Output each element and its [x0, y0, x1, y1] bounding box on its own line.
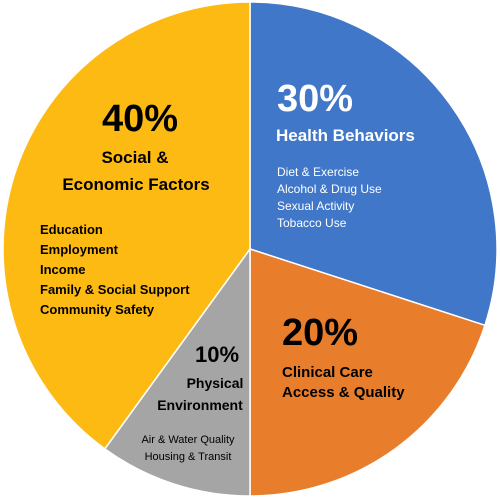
physical-environment-item: Air & Water Quality [141, 434, 235, 446]
health-behaviors-item: Sexual Activity [277, 199, 354, 213]
social-economic-title-line: Social & [101, 148, 168, 167]
health-behaviors-labels: 30% Health Behaviors Diet & Exercise Alc… [276, 78, 415, 230]
social-economic-title-line: Economic Factors [62, 175, 209, 194]
social-economic-item: Income [40, 262, 86, 277]
physical-environment-title-line: Environment [157, 397, 243, 413]
social-economic-item: Family & Social Support [40, 282, 190, 297]
pie-slice-social-economic-factors [2, 1, 251, 450]
physical-environment-labels: 10% Physical Environment Air & Water Qua… [141, 342, 243, 463]
health-behaviors-item: Diet & Exercise [277, 165, 359, 179]
social-economic-percent: 40% [102, 98, 178, 140]
health-behaviors-title: Health Behaviors [276, 126, 415, 145]
health-behaviors-percent: 30% [277, 78, 353, 120]
health-behaviors-item: Alcohol & Drug Use [277, 182, 382, 196]
health-behaviors-item: Tobacco Use [277, 216, 347, 230]
clinical-care-percent: 20% [282, 312, 358, 354]
social-economic-item: Employment [40, 242, 119, 257]
clinical-care-labels: 20% Clinical Care Access & Quality [282, 312, 405, 401]
clinical-care-title-line: Clinical Care [282, 364, 373, 381]
pie-slice-physical-environment [103, 246, 251, 497]
clinical-care-title-line: Access & Quality [282, 384, 405, 401]
social-economic-item: Community Safety [40, 302, 155, 317]
physical-environment-percent: 10% [195, 342, 239, 367]
physical-environment-title-line: Physical [187, 375, 244, 391]
physical-environment-item: Housing & Transit [145, 451, 232, 463]
pie-slice-clinical-care-access-quality [249, 247, 486, 497]
social-economic-labels: 40% Social & Economic Factors Education … [40, 98, 210, 317]
pie-slice-health-behaviors [249, 1, 498, 327]
social-economic-item: Education [40, 222, 103, 237]
